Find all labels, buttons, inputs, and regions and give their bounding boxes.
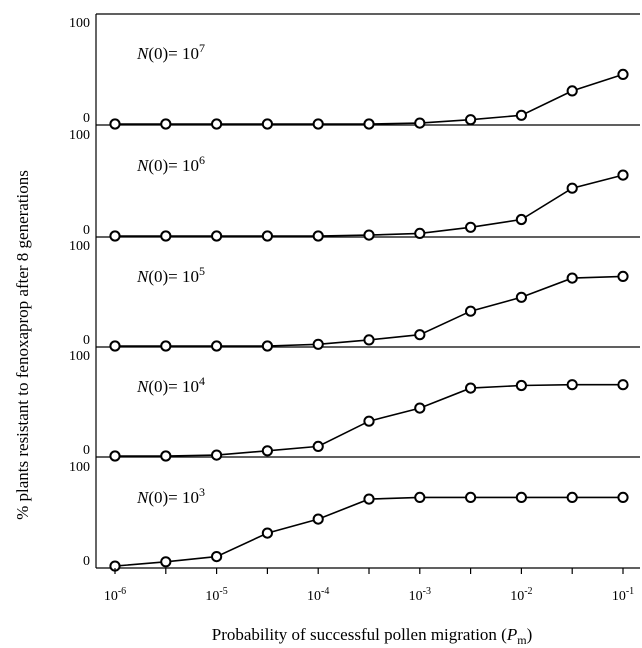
data-point	[617, 491, 629, 503]
panel-5: 0 100 N(0)= 103	[69, 460, 640, 572]
x-axis-label-close: )	[527, 625, 533, 644]
y-tick-label-0: 0	[83, 223, 90, 238]
x-tick-label: 10-1	[612, 586, 634, 604]
data-point	[312, 118, 324, 130]
y-tick-label-0: 0	[83, 443, 90, 458]
data-point	[312, 338, 324, 350]
data-point	[211, 340, 223, 352]
x-axis-label-var: P	[506, 625, 517, 644]
x-axis-label: Probability of successful pollen migrati…	[212, 625, 533, 647]
data-point	[312, 440, 324, 452]
data-point	[617, 68, 629, 81]
panel-label: N(0)= 106	[136, 153, 205, 175]
panel-label: N(0)= 107	[136, 41, 205, 63]
data-point	[211, 118, 223, 130]
data-point	[465, 491, 477, 503]
data-point	[261, 230, 273, 242]
panel-2: 0 100 N(0)= 106	[69, 128, 640, 242]
y-tick-label-100: 100	[69, 460, 90, 475]
data-point	[160, 450, 172, 462]
data-point	[566, 379, 578, 391]
data-point	[363, 334, 375, 346]
data-point	[160, 340, 172, 352]
panel-4: 0 100 N(0)= 104	[69, 349, 640, 462]
panel-label: N(0)= 105	[136, 264, 205, 286]
panel-1: 0 100 N(0)= 107	[69, 16, 640, 130]
series-line	[115, 174, 624, 237]
data-point	[261, 527, 273, 539]
data-point	[515, 379, 528, 392]
x-axis-label-sub: m	[517, 633, 527, 647]
data-point	[261, 118, 273, 130]
data-point	[160, 556, 172, 568]
data-point	[566, 85, 578, 97]
data-point	[566, 272, 578, 284]
data-point	[312, 230, 324, 242]
y-tick-label-0: 0	[83, 111, 90, 126]
data-point	[261, 445, 273, 457]
panel-label: N(0)= 103	[136, 485, 205, 507]
x-tick-label: 10-5	[205, 586, 227, 604]
data-point	[109, 118, 121, 130]
data-point	[414, 402, 426, 414]
y-tick-label-100: 100	[69, 239, 90, 254]
data-point	[363, 229, 375, 241]
data-point	[465, 305, 477, 317]
data-point	[566, 182, 578, 194]
data-point	[109, 450, 121, 462]
x-axis: 10-6 10-5 10-4 10-3 10-2 10-1	[104, 568, 634, 604]
y-tick-label-100: 100	[69, 16, 90, 31]
data-point	[414, 329, 426, 341]
data-point	[363, 415, 375, 427]
data-point	[617, 379, 629, 391]
data-point	[617, 169, 629, 181]
data-point	[109, 340, 121, 352]
y-tick-label-0: 0	[83, 333, 90, 348]
data-point	[414, 227, 426, 239]
panel-3: 0 100 N(0)= 105	[69, 239, 640, 352]
data-point	[363, 118, 375, 130]
data-point	[465, 382, 477, 394]
x-axis-label-text: Probability of successful pollen migrati…	[212, 625, 507, 644]
panel-label: N(0)= 104	[136, 374, 205, 396]
y-tick-label-100: 100	[69, 128, 90, 143]
y-tick-label-0: 0	[83, 554, 90, 569]
data-point	[211, 230, 223, 242]
data-point	[261, 340, 273, 352]
x-tick-label: 10-6	[104, 586, 126, 604]
series-line	[114, 496, 623, 567]
series-line	[115, 73, 624, 125]
data-point	[109, 230, 121, 242]
data-point	[465, 114, 477, 126]
data-point	[515, 213, 528, 226]
data-point	[211, 449, 223, 461]
data-point	[566, 491, 578, 503]
data-point	[414, 491, 426, 503]
data-point	[617, 270, 629, 282]
data-point	[363, 493, 375, 505]
data-point	[414, 117, 426, 129]
y-tick-label-100: 100	[69, 349, 90, 364]
data-point	[515, 491, 528, 503]
data-point	[515, 109, 528, 121]
y-axis-label: % plants resistant to fenoxaprop after 8…	[13, 170, 32, 520]
x-tick-label: 10-3	[409, 586, 431, 604]
data-point	[160, 230, 172, 242]
data-point	[312, 513, 324, 525]
x-tick-label: 10-2	[510, 586, 532, 604]
data-point	[465, 221, 477, 233]
data-point	[160, 118, 172, 130]
data-point	[211, 551, 223, 563]
x-tick-label: 10-4	[307, 586, 329, 604]
data-point	[515, 291, 528, 303]
